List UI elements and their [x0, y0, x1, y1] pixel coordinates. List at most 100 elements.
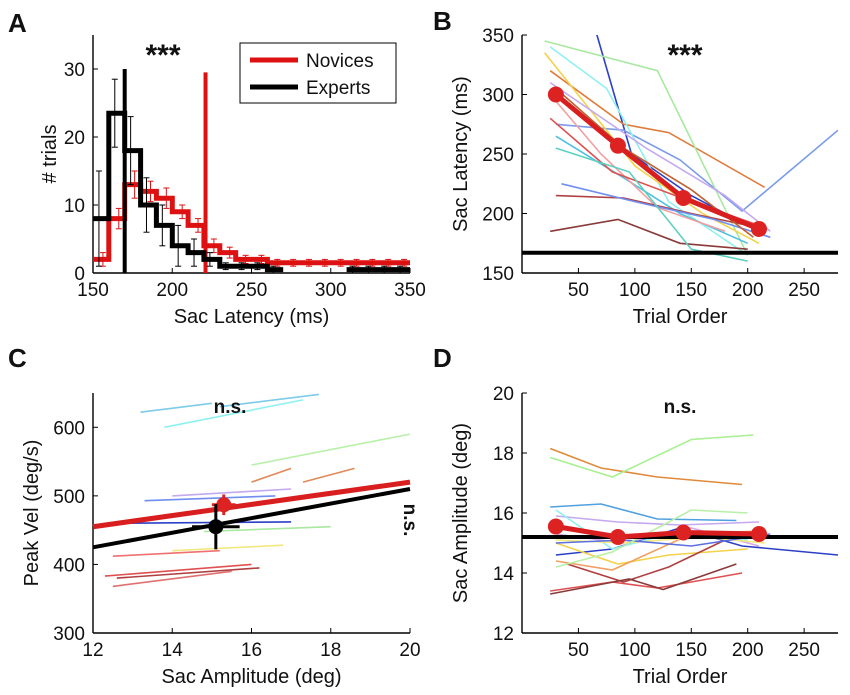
y-tick-label: 12	[493, 624, 514, 645]
subject-line	[164, 399, 304, 429]
subject-line	[144, 495, 276, 502]
mean-marker	[547, 518, 564, 535]
mean-marker	[547, 86, 564, 103]
subject-line	[596, 35, 749, 227]
x-tick-label: 200	[732, 640, 764, 661]
panel-a: A 150 200 250 300 350 0 10 20 30 Sac Latency (ms) #…	[8, 8, 426, 328]
mean-marker	[675, 190, 692, 207]
x-tick-label: 150	[675, 640, 707, 661]
ns-label: n.s.	[664, 397, 697, 418]
subject-line	[172, 544, 284, 552]
y-tick-label: 300	[482, 86, 514, 107]
subject-line	[116, 567, 260, 579]
subject-line	[550, 563, 737, 595]
panel-label: D	[433, 343, 452, 373]
subject-lines	[549, 434, 838, 595]
subject-line	[112, 549, 220, 557]
subject-lines	[104, 393, 410, 588]
y-axis-title: # trials	[39, 125, 61, 184]
ns-label-right: n.s.	[399, 504, 420, 537]
x-tick-label: 250	[788, 280, 820, 301]
y-tick-label: 250	[482, 145, 514, 166]
mean-marker	[609, 529, 626, 545]
subject-line	[555, 542, 748, 565]
y-tick-label: 14	[493, 564, 515, 585]
subject-line	[549, 70, 765, 188]
subject-line	[302, 467, 355, 483]
y-tick-label: 0	[74, 264, 85, 285]
y-tick-label: 20	[64, 128, 85, 149]
significance-label: ***	[145, 39, 180, 72]
subject-line	[555, 194, 748, 227]
y-axis-title: Sac Amplitude (deg)	[450, 423, 472, 603]
x-axis-title: Trial Order	[633, 306, 728, 328]
x-tick-label: 50	[568, 280, 589, 301]
ns-label-top: n.s.	[214, 397, 247, 418]
subject-line	[251, 433, 410, 466]
panel-label: C	[8, 343, 27, 373]
x-tick-label: 350	[394, 280, 426, 301]
x-tick-label: 50	[568, 640, 589, 661]
subject-line	[251, 467, 292, 483]
x-tick-label: 200	[732, 280, 764, 301]
y-tick-label: 400	[53, 555, 85, 576]
subject-line	[549, 434, 754, 478]
subject-line	[112, 570, 232, 588]
x-tick-label: 150	[675, 280, 707, 301]
subject-line	[555, 509, 748, 568]
significance-label: ***	[667, 39, 702, 72]
subject-line	[555, 515, 760, 526]
x-axis-title: Trial Order	[633, 666, 728, 688]
y-axis-title: Sac Latency (ms)	[450, 76, 472, 232]
panel-d: D 50 100 150 200 250 12 14 16 18 20 Trial Order Sac …	[433, 343, 838, 688]
y-tick-label: 18	[493, 444, 514, 465]
subject-line	[203, 525, 331, 533]
subject-line	[172, 488, 292, 497]
fit-line-experts	[92, 487, 411, 550]
y-tick-label: 200	[482, 205, 514, 226]
subject-line	[549, 81, 771, 232]
mean-line	[554, 92, 760, 232]
mean-marker	[675, 524, 692, 541]
mean-marker	[609, 137, 626, 154]
y-tick-label: 20	[493, 384, 514, 405]
subject-line	[566, 539, 726, 583]
legend-box	[239, 42, 397, 104]
x-tick-label: 18	[320, 640, 341, 661]
x-tick-label: 14	[162, 640, 184, 661]
panel-label: B	[433, 6, 452, 36]
mean-marker	[216, 497, 232, 513]
subject-line	[555, 533, 771, 547]
legend-label: Novices	[306, 51, 374, 72]
subject-line	[549, 93, 726, 233]
subject-line	[219, 393, 319, 408]
subject-line	[555, 147, 748, 262]
x-tick-label: 100	[619, 280, 651, 301]
x-tick-label: 20	[399, 640, 420, 661]
y-axis-title: Peak Vel (deg/s)	[21, 440, 43, 587]
subject-line	[140, 402, 212, 413]
subject-line	[550, 218, 748, 250]
x-tick-label: 200	[156, 280, 188, 301]
y-tick-label: 300	[53, 624, 85, 645]
x-tick-label: 250	[236, 280, 268, 301]
x-tick-label: 250	[788, 640, 820, 661]
x-axis-title: Sac Latency (ms)	[174, 306, 330, 328]
subject-line	[104, 563, 252, 577]
mean-marker	[751, 526, 767, 542]
legend: Novices Experts	[239, 42, 397, 104]
panel-label: A	[8, 8, 27, 38]
subject-line	[555, 135, 749, 245]
y-tick-label: 150	[482, 264, 514, 285]
y-tick-label: 10	[64, 196, 85, 217]
subject-line	[544, 40, 749, 256]
y-tick-label: 350	[482, 26, 514, 47]
x-tick-label: 300	[315, 280, 347, 301]
subject-line	[108, 521, 292, 525]
x-tick-label: 150	[77, 280, 109, 301]
y-tick-label: 600	[53, 418, 85, 439]
subject-line	[549, 46, 749, 256]
mean-line	[555, 524, 760, 540]
mean-marker	[208, 519, 224, 535]
